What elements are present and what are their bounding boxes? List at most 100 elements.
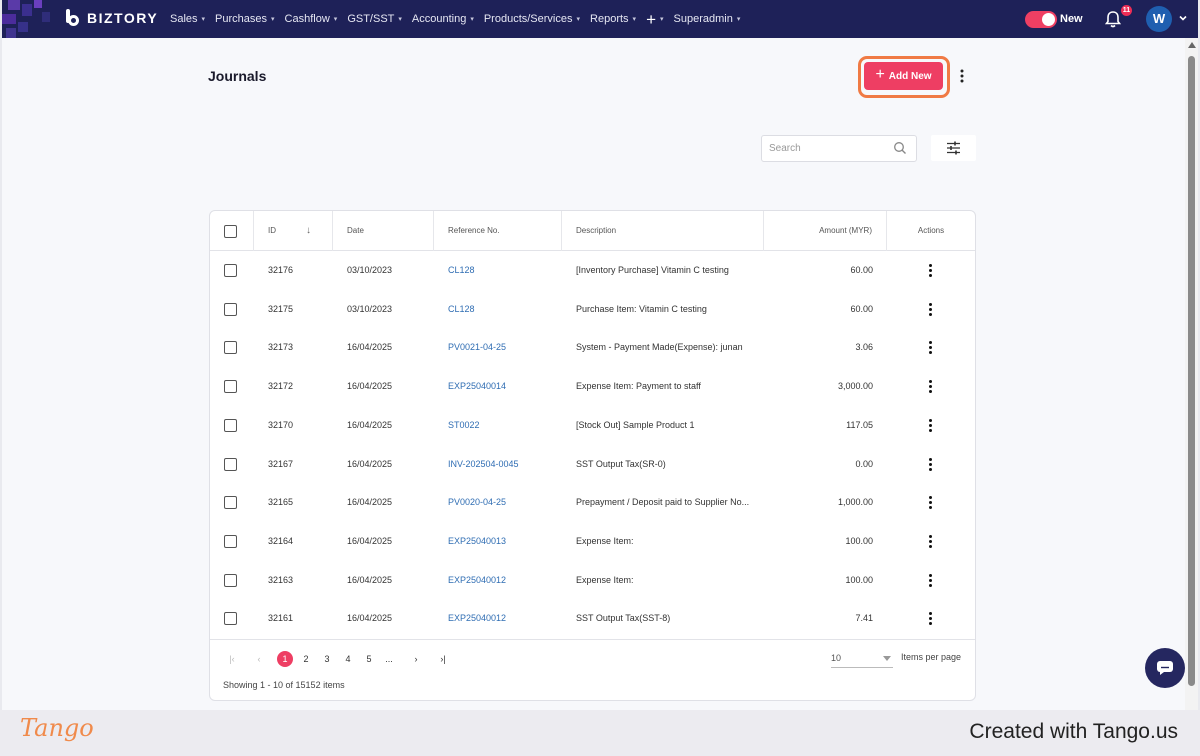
cell-reference-link[interactable]: CL128	[448, 265, 475, 275]
row-actions-icon[interactable]	[929, 418, 933, 433]
new-ui-toggle[interactable]	[1025, 11, 1057, 28]
cell-reference-link[interactable]: CL128	[448, 303, 475, 314]
row-checkbox[interactable]	[224, 496, 237, 510]
cell-reference-link[interactable]: PV0021-04-25	[448, 342, 507, 353]
row-actions-icon[interactable]	[929, 264, 933, 278]
created-with-text: Created with Tango.us	[969, 720, 1178, 743]
avatar[interactable]: W	[1146, 6, 1172, 32]
menu-superadmin[interactable]: Superadmin ▾	[674, 13, 741, 25]
row-actions-icon[interactable]	[929, 573, 933, 588]
row-checkbox[interactable]	[224, 573, 237, 587]
select-all-checkbox[interactable]	[224, 225, 237, 238]
column-header-amount[interactable]: Amount (MYR)	[764, 211, 887, 251]
column-header-actions: Actions	[887, 211, 975, 251]
row-checkbox[interactable]	[224, 418, 237, 432]
table-row[interactable]: 32165 16/04/2025 PV0020-04-25 Prepayment…	[210, 483, 975, 522]
chat-support-button[interactable]	[1145, 648, 1185, 688]
row-actions-icon[interactable]	[929, 612, 933, 626]
cell-reference-link[interactable]: EXP25040013	[448, 535, 507, 546]
filter-button[interactable]	[931, 135, 976, 161]
table-row[interactable]: 32175 03/10/2023 CL128 Purchase Item: Vi…	[210, 290, 975, 329]
table-row[interactable]: 32161 16/04/2025 EXP25040012 SST Output …	[210, 599, 975, 638]
more-options-icon[interactable]	[955, 68, 969, 84]
brand-pixel-decoration	[2, 0, 70, 38]
cell-description: Prepayment / Deposit paid to Supplier No…	[576, 497, 750, 508]
page-button-4[interactable]: 4	[345, 654, 351, 664]
table-header: ID ↓ Date Reference No. Description Amou…	[210, 211, 975, 251]
table-row[interactable]: 32172 16/04/2025 EXP25040014 Expense Ite…	[210, 367, 975, 406]
row-actions-icon[interactable]	[929, 457, 933, 472]
menu-accounting[interactable]: Accounting ▾	[412, 13, 474, 25]
page-button-2[interactable]: 2	[303, 654, 309, 664]
page-button-1[interactable]: 1	[277, 651, 293, 667]
cell-reference-link[interactable]: ST0022	[448, 419, 480, 430]
column-date-label: Date	[347, 226, 364, 235]
page-button-3[interactable]: 3	[324, 654, 330, 664]
cell-reference-link[interactable]: EXP25040014	[448, 381, 507, 392]
row-actions-icon[interactable]	[929, 496, 933, 510]
menu-cashflow-label: Cashflow	[284, 13, 330, 25]
column-amount-label: Amount (MYR)	[819, 226, 872, 235]
cell-description: [Stock Out] Sample Product 1	[576, 419, 695, 430]
cell-reference-link[interactable]: PV0020-04-25	[448, 497, 507, 508]
table-row[interactable]: 32170 16/04/2025 ST0022 [Stock Out] Samp…	[210, 406, 975, 445]
tango-footer	[0, 710, 1200, 756]
row-actions-icon[interactable]	[929, 380, 933, 394]
brand-logo[interactable]: BIZTORY	[64, 9, 158, 27]
table-row[interactable]: 32167 16/04/2025 INV-202504-0045 SST Out…	[210, 445, 975, 484]
menu-sales[interactable]: Sales ▾	[170, 13, 205, 25]
column-header-id[interactable]: ID ↓	[254, 211, 333, 251]
menu-reports[interactable]: Reports ▾	[590, 13, 636, 25]
table-row[interactable]: 32176 03/10/2023 CL128 [Inventory Purcha…	[210, 251, 975, 290]
items-per-page-select[interactable]: 10	[831, 648, 893, 668]
chevron-down-icon[interactable]	[1177, 12, 1189, 24]
menu-quick-add[interactable]: + ▾	[646, 11, 663, 28]
row-checkbox[interactable]	[224, 264, 237, 277]
tango-logo: Tango	[20, 714, 94, 742]
row-checkbox[interactable]	[224, 380, 237, 394]
cell-date: 16/04/2025	[347, 419, 393, 430]
cell-id: 32161	[268, 613, 294, 624]
search-input[interactable]: Search	[761, 135, 917, 162]
next-page-icon[interactable]: ›	[414, 654, 418, 664]
menu-sales-label: Sales	[170, 13, 198, 25]
cell-amount: 3,000.00	[837, 381, 873, 392]
column-header-description[interactable]: Description	[562, 211, 764, 251]
search-icon[interactable]	[893, 141, 907, 155]
table-row[interactable]: 32163 16/04/2025 EXP25040012 Expense Ite…	[210, 561, 975, 600]
menu-gst-sst[interactable]: GST/SST ▾	[347, 13, 402, 25]
row-checkbox[interactable]	[224, 457, 237, 471]
prev-page-icon[interactable]: ‹	[257, 654, 261, 664]
table-row[interactable]: 32164 16/04/2025 EXP25040013 Expense Ite…	[210, 522, 975, 561]
bell-icon[interactable]	[1103, 9, 1123, 29]
row-actions-icon[interactable]	[929, 341, 933, 355]
sort-arrow-down-icon[interactable]: ↓	[306, 225, 311, 236]
last-page-icon[interactable]: ›|	[440, 654, 446, 664]
pagination: |‹ ‹ 1 2 3 4 5 ... › ›| 10 Items per pag…	[210, 639, 975, 675]
row-actions-icon[interactable]	[929, 302, 933, 317]
row-checkbox[interactable]	[224, 341, 237, 355]
table-row[interactable]: 32173 16/04/2025 PV0021-04-25 System - P…	[210, 328, 975, 367]
page-button-5[interactable]: 5	[366, 654, 372, 664]
cell-reference-link[interactable]: INV-202504-0045	[448, 458, 519, 469]
cell-reference-link[interactable]: EXP25040012	[448, 574, 507, 585]
first-page-icon[interactable]: |‹	[229, 654, 235, 664]
chevron-down-icon: ▾	[632, 16, 637, 23]
cell-description: Expense Item:	[576, 535, 634, 546]
add-new-button[interactable]: + Add New	[864, 62, 943, 90]
scroll-up-arrow-icon[interactable]	[1188, 42, 1196, 48]
menu-cashflow[interactable]: Cashflow ▾	[285, 13, 338, 25]
cell-amount: 1,000.00	[837, 497, 873, 508]
page-ellipsis[interactable]: ...	[385, 654, 393, 664]
menu-products-services[interactable]: Products/Services ▾	[484, 13, 580, 25]
row-checkbox[interactable]	[224, 612, 237, 626]
scrollbar-thumb[interactable]	[1188, 56, 1195, 686]
cell-description: System - Payment Made(Expense): junan	[576, 342, 743, 353]
cell-reference-link[interactable]: EXP25040012	[448, 613, 507, 624]
column-header-reference[interactable]: Reference No.	[434, 211, 562, 251]
menu-purchases[interactable]: Purchases ▾	[215, 13, 275, 25]
row-checkbox[interactable]	[224, 302, 237, 316]
row-checkbox[interactable]	[224, 534, 237, 548]
row-actions-icon[interactable]	[929, 534, 933, 549]
column-header-date[interactable]: Date	[333, 211, 434, 251]
